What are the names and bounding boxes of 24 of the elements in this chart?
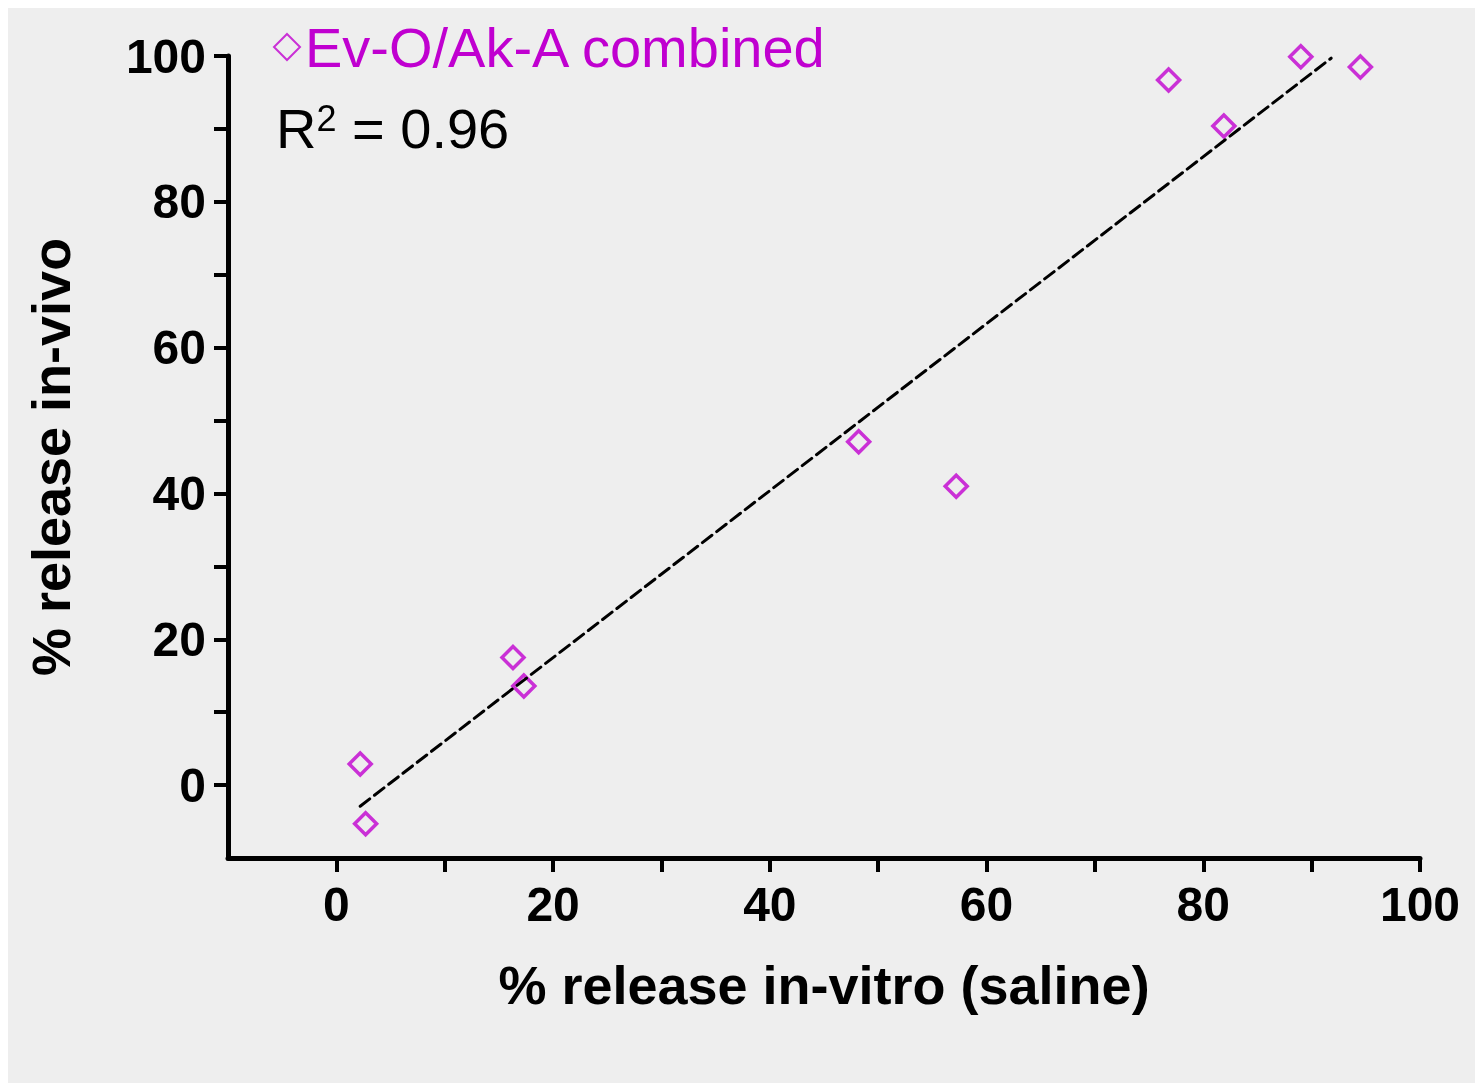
point — [1347, 54, 1374, 80]
point — [845, 428, 872, 455]
y-tick-label: 60 — [152, 321, 206, 375]
x-tick-label: 40 — [743, 877, 797, 931]
point — [500, 644, 526, 671]
y-axis-title: % release in-vivo — [21, 237, 81, 677]
point — [1288, 43, 1314, 70]
y-tick-label: 0 — [179, 758, 206, 812]
x-tick-label: 60 — [959, 877, 1014, 931]
point — [352, 810, 379, 837]
y-tick-label: 40 — [152, 466, 206, 520]
x-tick-label: 0 — [323, 877, 350, 931]
y-tick-label: 80 — [152, 175, 206, 229]
x-tick-label: 20 — [526, 877, 580, 931]
y-tick-label: 20 — [152, 612, 206, 666]
point — [1155, 67, 1182, 93]
x-tick-label: 80 — [1176, 877, 1230, 931]
point — [943, 473, 969, 499]
point — [1211, 113, 1237, 139]
x-tick-label: 100 — [1379, 877, 1461, 931]
point — [347, 751, 373, 777]
legend-label: Ev-O/Ak-A combined — [305, 15, 825, 79]
x-axis-title: % release in-vitro (saline) — [498, 955, 1150, 1015]
y-tick-label: 100 — [125, 29, 206, 83]
